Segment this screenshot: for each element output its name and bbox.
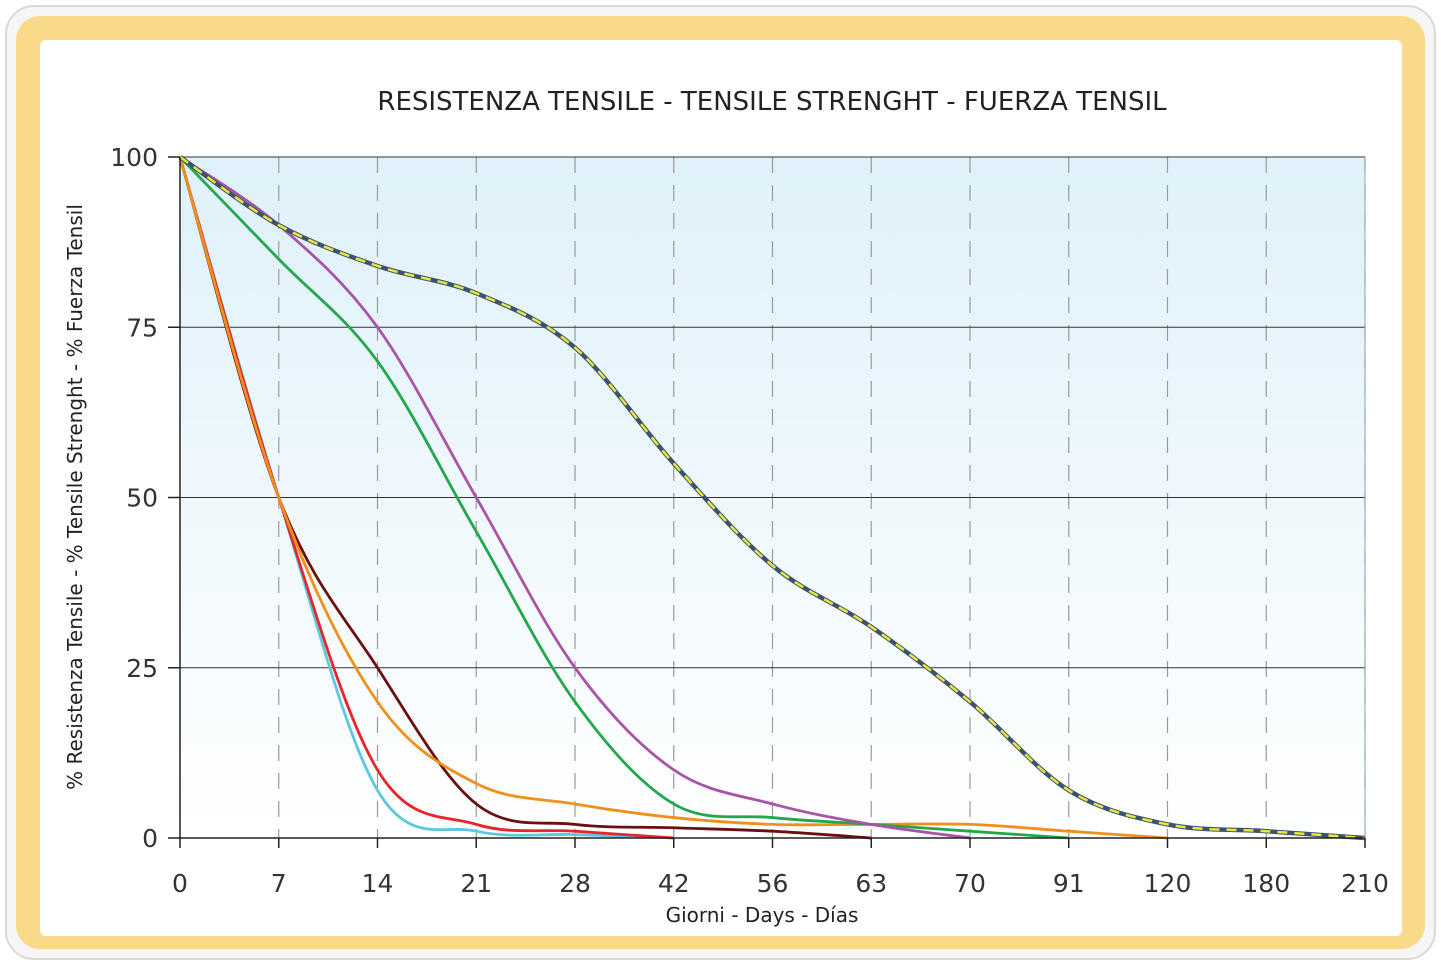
x-tick-label: 7 <box>271 869 287 898</box>
x-axis-label: Giorni - Days - Días <box>666 903 859 927</box>
x-tick-label: 28 <box>559 869 591 898</box>
series-line <box>179 155 1366 840</box>
y-tick-label: 0 <box>142 824 158 853</box>
y-tick-label: 50 <box>126 484 158 513</box>
x-tick-label: 14 <box>362 869 394 898</box>
x-tick-label: 210 <box>1341 869 1389 898</box>
x-tick-label: 56 <box>757 869 789 898</box>
x-tick-label: 120 <box>1144 869 1192 898</box>
x-tick-labels: 0 7 14 21 28 42 56 63 70 91 120 180 210 <box>172 869 1389 898</box>
y-tick-label: 75 <box>126 313 158 342</box>
x-tick-label: 21 <box>460 869 492 898</box>
axes <box>168 156 1366 848</box>
y-tick-label: 25 <box>126 654 158 683</box>
x-tick-label: 70 <box>954 869 986 898</box>
x-tick-label: 180 <box>1242 869 1290 898</box>
y-tick-labels: 0 25 50 75 100 <box>110 143 158 853</box>
series-line <box>179 155 971 840</box>
x-tick-label: 63 <box>855 869 887 898</box>
y-axis-label: % Resistenza Tensile - % Tensile Strengh… <box>63 204 87 790</box>
x-tick-label: 0 <box>172 869 188 898</box>
series-line <box>178 156 1168 840</box>
series-layer <box>178 155 1366 841</box>
series-line <box>178 156 1069 840</box>
y-tick-label: 100 <box>110 143 158 172</box>
chart-title: RESISTENZA TENSILE - TENSILE STRENGHT - … <box>377 87 1167 117</box>
x-tick-label: 91 <box>1053 869 1085 898</box>
x-tick-label: 42 <box>658 869 690 898</box>
